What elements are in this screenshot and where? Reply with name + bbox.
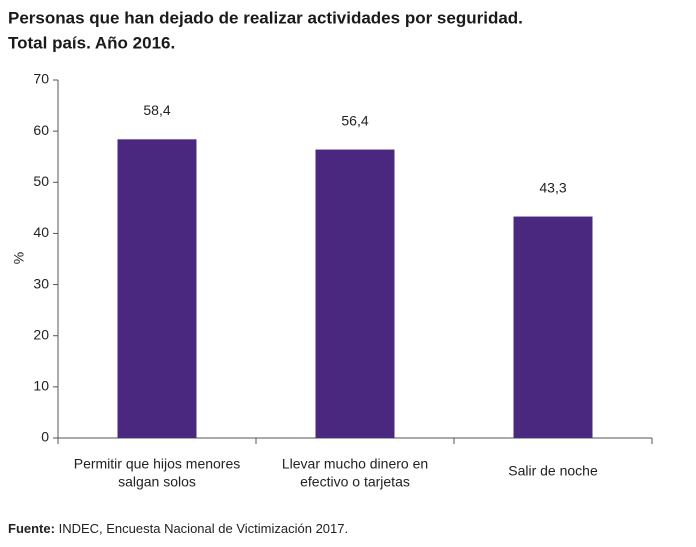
- y-tick-label: 70: [33, 71, 49, 87]
- x-tick-label: Salir de noche: [508, 463, 598, 479]
- y-tick-label: 30: [33, 275, 49, 291]
- bar: [513, 216, 593, 438]
- source-label: Fuente:: [8, 521, 55, 536]
- value-label: 43,3: [539, 179, 566, 195]
- bar: [315, 149, 395, 438]
- chart-title: Personas que han dejado de realizar acti…: [8, 8, 523, 27]
- y-tick-label: 20: [33, 326, 49, 342]
- source-text: INDEC, Encuesta Nacional de Victimizació…: [59, 521, 349, 536]
- y-tick-label: 50: [33, 173, 49, 189]
- y-axis-label: %: [11, 252, 27, 264]
- y-tick-label: 40: [33, 224, 49, 240]
- value-label: 56,4: [341, 112, 368, 128]
- chart-subtitle: Total país. Año 2016.: [8, 33, 175, 52]
- x-tick-label: Permitir que hijos menores: [74, 456, 241, 472]
- x-tick-label: Llevar mucho dinero en: [282, 456, 428, 472]
- x-tick-label: efectivo o tarjetas: [300, 474, 410, 490]
- y-tick-label: 10: [33, 378, 49, 394]
- y-tick-label: 60: [33, 122, 49, 138]
- y-tick-label: 0: [41, 429, 49, 445]
- bar: [117, 139, 197, 438]
- source: Fuente: INDEC, Encuesta Nacional de Vict…: [8, 521, 348, 536]
- value-label: 58,4: [143, 102, 170, 118]
- x-tick-label: salgan solos: [118, 474, 196, 490]
